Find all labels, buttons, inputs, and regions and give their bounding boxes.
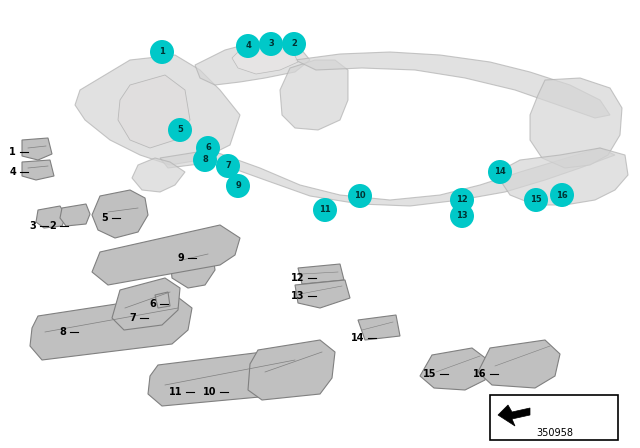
Circle shape	[550, 183, 574, 207]
Circle shape	[450, 188, 474, 212]
Polygon shape	[112, 278, 180, 330]
Text: 3: 3	[268, 39, 274, 48]
Circle shape	[488, 160, 512, 184]
Polygon shape	[60, 204, 90, 226]
Text: 6: 6	[205, 143, 211, 152]
Circle shape	[313, 198, 337, 222]
Text: 350958: 350958	[536, 428, 573, 438]
Circle shape	[450, 204, 474, 228]
Circle shape	[196, 136, 220, 160]
Text: 7: 7	[225, 161, 231, 171]
Polygon shape	[295, 52, 610, 118]
Polygon shape	[500, 148, 628, 205]
Text: 14: 14	[351, 333, 364, 343]
Polygon shape	[92, 225, 240, 285]
Polygon shape	[30, 295, 192, 360]
Polygon shape	[148, 348, 308, 406]
Text: 13: 13	[291, 291, 304, 301]
Circle shape	[193, 148, 217, 172]
Polygon shape	[280, 60, 348, 130]
Polygon shape	[155, 292, 170, 308]
Text: 7: 7	[129, 313, 136, 323]
Text: 5: 5	[101, 213, 108, 223]
Polygon shape	[170, 232, 215, 288]
Text: 6: 6	[149, 299, 156, 309]
Text: 9: 9	[177, 253, 184, 263]
Circle shape	[348, 184, 372, 208]
Text: 2: 2	[291, 39, 297, 48]
Text: 1: 1	[159, 47, 165, 56]
Polygon shape	[36, 206, 66, 228]
Text: 10: 10	[202, 387, 216, 397]
Circle shape	[168, 118, 192, 142]
Circle shape	[524, 188, 548, 212]
Polygon shape	[498, 405, 530, 426]
Text: 11: 11	[319, 206, 331, 215]
Circle shape	[259, 32, 283, 56]
Polygon shape	[248, 340, 335, 400]
Text: 3: 3	[29, 221, 36, 231]
Text: 4: 4	[9, 167, 16, 177]
FancyBboxPatch shape	[490, 395, 618, 440]
Text: 15: 15	[422, 369, 436, 379]
Text: 11: 11	[168, 387, 182, 397]
Text: 8: 8	[59, 327, 66, 337]
Text: 4: 4	[245, 42, 251, 51]
Polygon shape	[75, 55, 240, 165]
Circle shape	[216, 154, 240, 178]
Circle shape	[150, 40, 174, 64]
Polygon shape	[92, 190, 148, 238]
Polygon shape	[132, 158, 185, 192]
Text: 1: 1	[9, 147, 16, 157]
Text: 12: 12	[456, 195, 468, 204]
Text: 5: 5	[177, 125, 183, 134]
Polygon shape	[478, 340, 560, 388]
Polygon shape	[232, 44, 298, 74]
Polygon shape	[118, 75, 190, 148]
Text: 10: 10	[354, 191, 366, 201]
Polygon shape	[530, 78, 622, 168]
Text: 13: 13	[456, 211, 468, 220]
Text: 14: 14	[494, 168, 506, 177]
Polygon shape	[22, 138, 52, 160]
Text: 16: 16	[556, 190, 568, 199]
Text: 12: 12	[291, 273, 304, 283]
Text: 9: 9	[235, 181, 241, 190]
Text: 2: 2	[49, 221, 56, 231]
Circle shape	[282, 32, 306, 56]
Polygon shape	[195, 42, 310, 85]
Circle shape	[226, 174, 250, 198]
Polygon shape	[420, 348, 488, 390]
Text: 16: 16	[472, 369, 486, 379]
Polygon shape	[22, 160, 54, 180]
Polygon shape	[160, 148, 615, 206]
Circle shape	[236, 34, 260, 58]
Text: 8: 8	[202, 155, 208, 164]
Polygon shape	[298, 264, 344, 284]
Polygon shape	[295, 280, 350, 308]
Text: 15: 15	[530, 195, 542, 204]
Polygon shape	[358, 315, 400, 340]
